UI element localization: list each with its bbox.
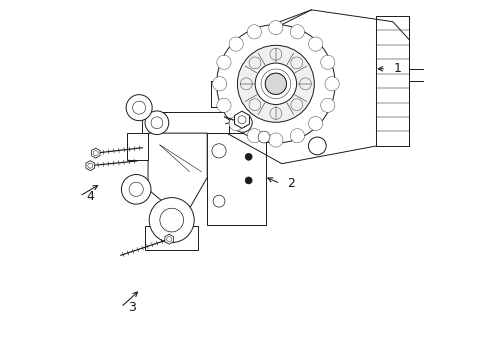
FancyBboxPatch shape <box>142 112 260 133</box>
Circle shape <box>320 98 334 112</box>
Circle shape <box>233 113 252 132</box>
Circle shape <box>216 24 334 143</box>
Circle shape <box>121 175 151 204</box>
Circle shape <box>126 95 152 121</box>
Circle shape <box>320 55 334 69</box>
Circle shape <box>88 163 93 168</box>
FancyBboxPatch shape <box>207 133 266 225</box>
Circle shape <box>290 25 304 39</box>
Text: 2: 2 <box>287 177 295 190</box>
Circle shape <box>255 63 296 104</box>
Circle shape <box>166 237 171 242</box>
Text: 5: 5 <box>230 118 238 131</box>
Circle shape <box>308 137 325 155</box>
Text: 1: 1 <box>392 62 400 75</box>
Circle shape <box>211 144 225 158</box>
Polygon shape <box>86 161 95 171</box>
Circle shape <box>290 129 304 143</box>
Circle shape <box>160 208 183 232</box>
Circle shape <box>264 73 286 94</box>
Circle shape <box>268 133 283 147</box>
Circle shape <box>247 129 261 143</box>
Circle shape <box>244 153 252 160</box>
Circle shape <box>149 198 194 243</box>
Circle shape <box>308 116 322 131</box>
Circle shape <box>93 150 98 156</box>
Circle shape <box>325 77 339 91</box>
Circle shape <box>237 45 314 122</box>
Polygon shape <box>91 148 100 158</box>
Circle shape <box>212 77 226 91</box>
Circle shape <box>216 55 230 69</box>
Circle shape <box>216 98 230 112</box>
Circle shape <box>238 118 247 127</box>
FancyBboxPatch shape <box>376 16 408 146</box>
Polygon shape <box>164 234 173 244</box>
Circle shape <box>308 37 322 51</box>
Text: 4: 4 <box>86 190 94 203</box>
Circle shape <box>244 177 252 184</box>
Circle shape <box>258 131 269 143</box>
Polygon shape <box>127 133 148 160</box>
Circle shape <box>240 75 252 87</box>
Circle shape <box>129 182 143 197</box>
Polygon shape <box>148 133 207 219</box>
Polygon shape <box>234 111 249 129</box>
Circle shape <box>228 37 243 51</box>
Circle shape <box>151 117 163 129</box>
Circle shape <box>247 25 261 39</box>
Circle shape <box>228 116 243 131</box>
Text: 3: 3 <box>128 301 136 314</box>
Circle shape <box>268 21 283 35</box>
Polygon shape <box>145 226 198 250</box>
Circle shape <box>213 195 224 207</box>
Circle shape <box>238 116 245 124</box>
Circle shape <box>132 101 145 114</box>
Circle shape <box>145 111 168 135</box>
